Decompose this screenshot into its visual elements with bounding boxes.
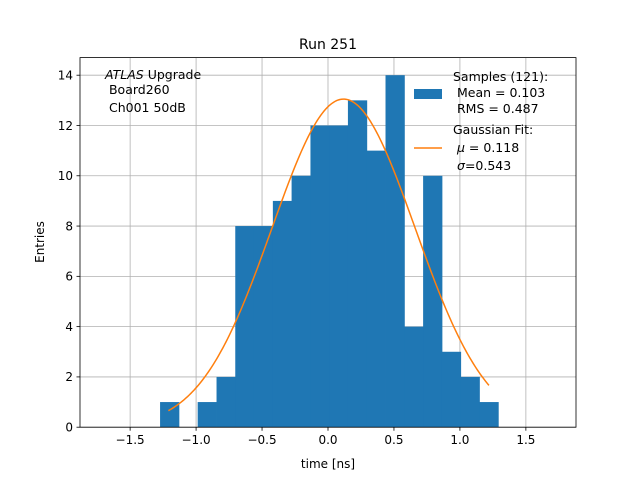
legend-sigma-symbol: σ <box>457 158 466 173</box>
annotation-italic: ATLAS <box>104 67 144 82</box>
legend-sigma-value: =0.543 <box>465 158 511 173</box>
annotation-line-1: ATLAS Upgrade <box>104 67 201 82</box>
histogram-bar <box>423 175 443 428</box>
x-tick-label: 1.5 <box>516 433 535 447</box>
histogram-bar <box>310 125 330 428</box>
annotation-rest: Upgrade <box>144 67 202 82</box>
y-tick-label: 0 <box>65 421 73 435</box>
histogram-bar <box>441 351 462 428</box>
histogram-bar <box>404 326 424 428</box>
y-tick-label: 4 <box>65 320 73 334</box>
x-tick-label: −1.5 <box>116 433 145 447</box>
histogram-bar <box>253 226 274 428</box>
legend-mu-value: = 0.118 <box>465 140 519 155</box>
legend-fit-header: Gaussian Fit: <box>453 122 533 137</box>
annotation-line-2: Board260 <box>105 82 170 97</box>
x-tick-label: 0.0 <box>318 433 337 447</box>
histogram-bar <box>385 75 405 428</box>
histogram-bar <box>235 226 255 428</box>
gaussian-fit-curve <box>168 98 490 412</box>
x-axis-ticks: −1.5 −1.0 −0.5 0.0 0.5 1.0 1.5 <box>116 427 535 447</box>
annotation-line-3: Ch001 50dB <box>105 100 186 115</box>
histogram-bar <box>197 402 217 428</box>
y-axis-ticks: 0 2 4 6 8 10 12 14 <box>58 69 80 435</box>
chart-title: Run 251 <box>299 37 357 53</box>
legend-mu-symbol: μ <box>456 140 465 155</box>
legend-hist-swatch <box>414 89 442 99</box>
legend-hist-mean: Mean = 0.103 <box>453 85 545 100</box>
x-tick-label: −0.5 <box>247 433 276 447</box>
histogram-bar <box>460 376 480 428</box>
histogram-bar <box>366 150 386 428</box>
x-tick-label: 1.0 <box>450 433 469 447</box>
histogram-bar <box>479 402 499 428</box>
y-tick-label: 12 <box>58 119 73 133</box>
y-tick-label: 14 <box>58 69 73 83</box>
y-tick-label: 2 <box>65 370 73 384</box>
y-tick-label: 8 <box>65 219 73 233</box>
y-tick-label: 6 <box>65 270 73 284</box>
histogram-bar <box>329 125 349 428</box>
legend-fit-mu: μ = 0.118 <box>456 140 519 155</box>
histogram-bar <box>216 376 236 428</box>
legend-hist-header: Samples (121): <box>453 69 548 84</box>
x-tick-label: 0.5 <box>384 433 403 447</box>
histogram-bar <box>160 402 180 428</box>
histogram-bar <box>347 100 368 428</box>
histogram-bar <box>291 175 311 428</box>
legend-hist-rms: RMS = 0.487 <box>453 101 539 116</box>
y-axis-label: Entries <box>33 221 47 263</box>
y-tick-label: 10 <box>58 169 73 183</box>
x-tick-label: −1.0 <box>182 433 211 447</box>
legend-fit-sigma: σ=0.543 <box>457 158 511 173</box>
x-axis-label: time [ns] <box>301 457 355 471</box>
legend: Samples (121): Mean = 0.103 RMS = 0.487 … <box>414 69 548 173</box>
atlas-annotation: ATLAS Upgrade Board260 Ch001 50dB <box>104 67 201 115</box>
histogram-bars <box>160 75 499 428</box>
histogram-bar <box>272 200 292 428</box>
